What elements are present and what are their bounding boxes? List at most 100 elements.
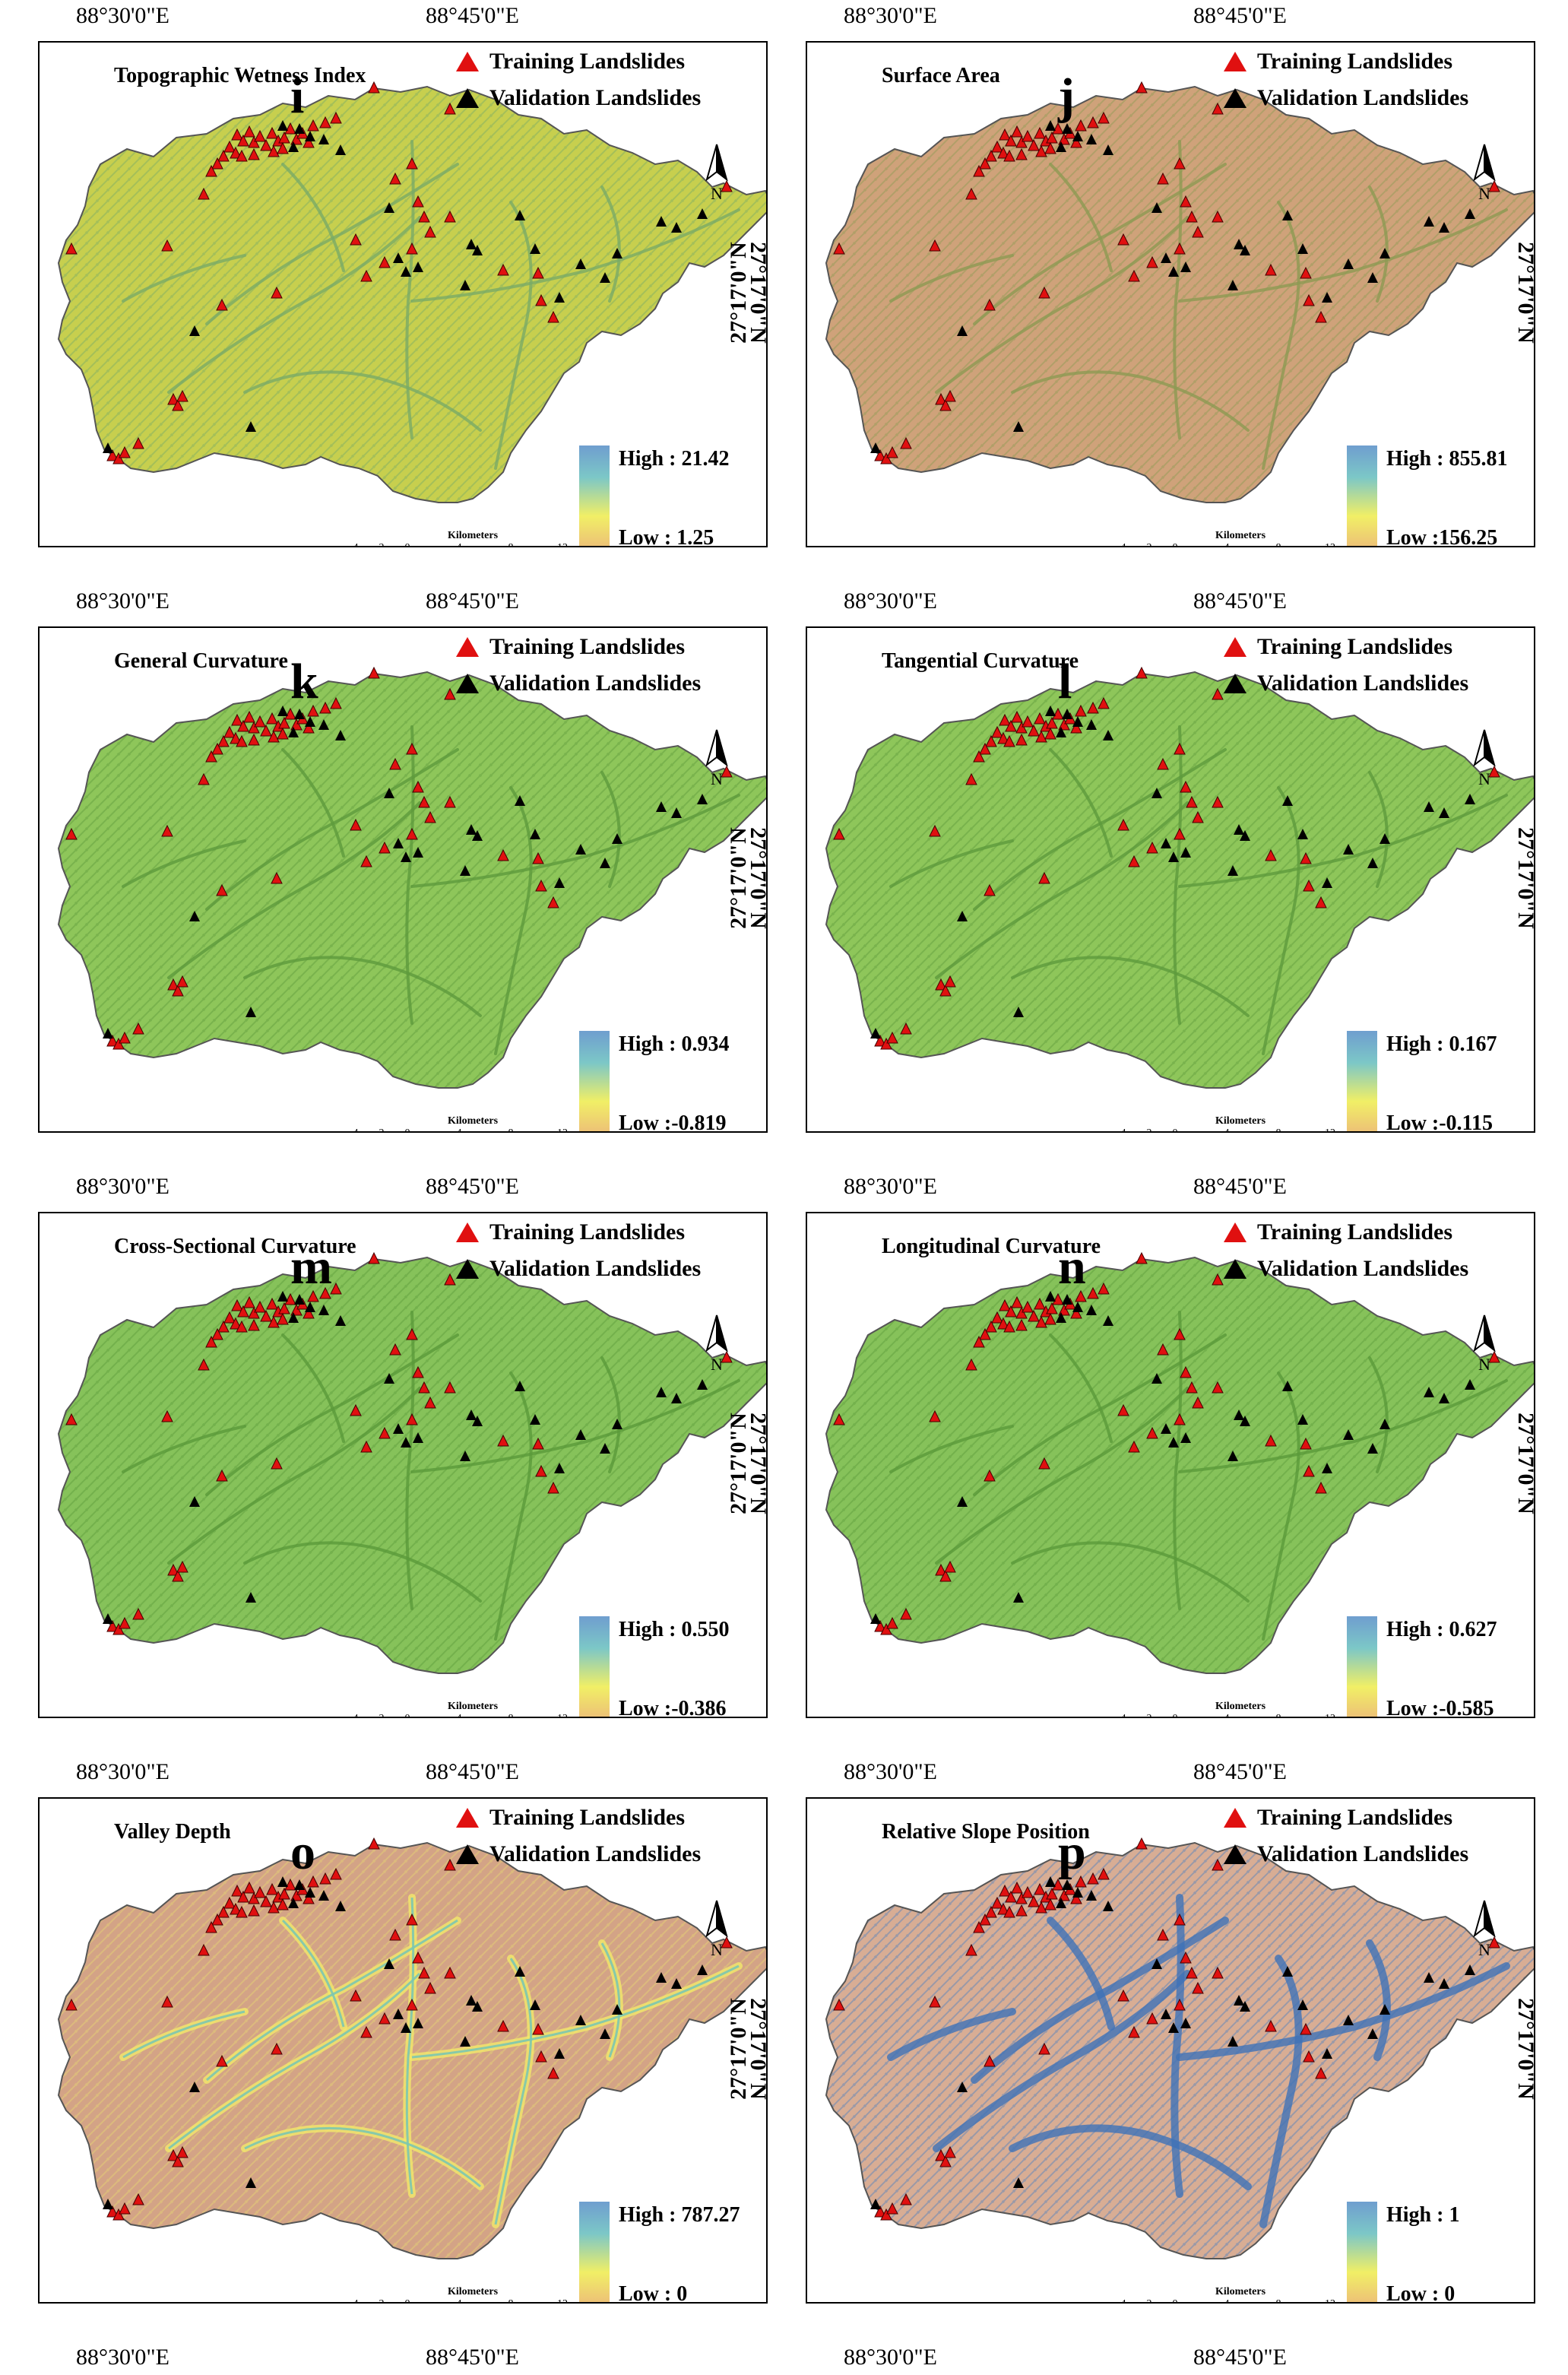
- training-landslide-marker: [406, 157, 418, 170]
- validation-landslide-marker: [413, 2018, 423, 2028]
- panel-letter: l: [1058, 654, 1072, 709]
- training-landslide-marker: [284, 1878, 296, 1891]
- validation-landslide-marker: [671, 1978, 682, 1989]
- training-landslide-marker: [497, 2019, 509, 2032]
- training-landslide-marker: [833, 1413, 845, 1425]
- training-landslide-marker: [1146, 255, 1158, 268]
- map-frame: Cross-Sectional Curvature m Training Lan…: [38, 1212, 768, 1718]
- validation-landslide-marker: [413, 262, 423, 272]
- validation-landslide-marker: [1168, 851, 1179, 862]
- scale-tick-label: 4: [457, 1127, 462, 1133]
- validation-landslide-marker: [870, 1028, 881, 1038]
- training-landslide-marker: [1136, 1837, 1148, 1850]
- training-landslide-marker: [132, 436, 144, 449]
- scale-tick-label: 8: [1276, 1127, 1281, 1133]
- validation-landslide-marker: [1234, 1995, 1244, 2006]
- training-landslide-marker: [1022, 1885, 1034, 1898]
- training-landslide-marker: [1052, 707, 1064, 720]
- validation-landslide-marker: [1322, 292, 1332, 303]
- training-landslide-marker: [284, 122, 296, 135]
- panel-letter: i: [290, 68, 305, 124]
- training-landslide-marker: [176, 975, 188, 988]
- latitude-label-right: 27°17'0"N: [1513, 827, 1538, 929]
- validation-landslide-marker: [384, 1958, 394, 1969]
- scale-unit-label: Kilometers: [1215, 1115, 1266, 1127]
- validation-landslide-marker: [1056, 727, 1066, 737]
- training-landslide-marker: [237, 134, 249, 147]
- training-landslide-marker: [874, 449, 886, 461]
- legend-low-value: Low :-0.819: [619, 1111, 727, 1133]
- training-landslide-marker: [161, 1995, 173, 2008]
- training-landslide-marker: [303, 721, 315, 734]
- validation-landslide-marker: [600, 858, 610, 868]
- drainage-line: [887, 2008, 1016, 2061]
- drainage-line: [1262, 786, 1300, 1055]
- validation-landslide-marker: [384, 1373, 394, 1384]
- training-landslide-marker: [1136, 1251, 1148, 1264]
- training-landslide-marker: [198, 187, 210, 200]
- validation-landslide-marker: [245, 1007, 256, 1017]
- longitude-label-east: 88°45'0"E: [1193, 3, 1287, 28]
- training-landslide-marker: [1192, 1981, 1204, 1994]
- training-landslide-marker: [1015, 721, 1028, 734]
- legend-validation-label: Validation Landslides: [1257, 85, 1469, 110]
- longitude-label-bottom: 88°30'0"E: [76, 2345, 169, 2370]
- color-ramp: [579, 1031, 610, 1131]
- validation-landslide-marker: [600, 1443, 610, 1454]
- training-landslide-marker: [880, 2208, 892, 2221]
- red-triangle-icon: [1224, 1222, 1246, 1242]
- validation-landslide-marker: [1161, 838, 1171, 848]
- validation-landslide-marker: [1343, 844, 1354, 855]
- training-landslide-marker: [350, 1403, 362, 1416]
- training-landslide-marker: [535, 879, 547, 892]
- training-landslide-marker: [997, 146, 1009, 159]
- training-landslide-marker: [944, 2145, 956, 2158]
- scale-tick-label: 0: [1173, 2298, 1178, 2304]
- drainage-line: [935, 216, 1189, 394]
- legend-high-value: High : 21.42: [619, 447, 730, 471]
- validation-landslide-marker: [530, 829, 540, 839]
- training-landslide-marker: [1174, 1998, 1186, 2011]
- training-landslide-marker: [900, 436, 912, 449]
- drainage-line: [494, 786, 533, 1055]
- drainage-line-core: [600, 1942, 621, 2058]
- training-landslide-marker: [1015, 733, 1028, 746]
- training-landslide-marker: [1192, 225, 1204, 238]
- training-landslide-marker: [1003, 1905, 1015, 1918]
- training-landslide-marker: [1098, 1867, 1110, 1880]
- black-triangle-icon: [456, 674, 479, 693]
- drainage-line: [167, 801, 421, 979]
- training-landslide-marker: [1174, 1413, 1186, 1425]
- drainage-line: [167, 216, 421, 394]
- training-landslide-marker: [303, 1306, 315, 1319]
- training-landslide-marker: [132, 1607, 144, 1620]
- training-landslide-marker: [260, 724, 272, 737]
- validation-landslide-marker: [335, 730, 346, 740]
- validation-landslide-marker: [515, 210, 525, 220]
- training-landslide-marker: [236, 1320, 248, 1333]
- validation-landslide-marker: [401, 851, 411, 862]
- training-landslide-marker: [1022, 129, 1034, 142]
- validation-landslide-marker: [1013, 1592, 1024, 1603]
- training-landslide-marker: [985, 734, 997, 747]
- training-landslide-marker: [248, 733, 260, 746]
- scale-unit-label: Kilometers: [1215, 1701, 1266, 1712]
- drainage-line: [122, 1425, 246, 1473]
- map-frame: Relative Slope Position p Training Lands…: [806, 1797, 1535, 2304]
- training-landslide-marker: [939, 984, 952, 997]
- training-landslide-marker: [997, 731, 1009, 744]
- training-landslide-marker: [1303, 2050, 1315, 2063]
- color-ramp: [1347, 2202, 1377, 2302]
- drainage-network: [889, 1311, 1508, 1641]
- training-landslide-marker: [1488, 179, 1500, 192]
- training-landslide-marker: [444, 1858, 456, 1871]
- training-landslide-marker: [330, 696, 342, 709]
- validation-landslide-points: [870, 706, 1475, 1038]
- validation-landslide-marker: [277, 120, 288, 131]
- longitude-label-east: 88°45'0"E: [426, 1759, 519, 1784]
- validation-landslide-points: [103, 706, 708, 1038]
- training-landslide-points: [65, 1251, 733, 1635]
- validation-landslide-marker: [1240, 1416, 1250, 1426]
- training-landslide-marker: [999, 1298, 1011, 1311]
- training-landslide-marker: [1011, 125, 1023, 138]
